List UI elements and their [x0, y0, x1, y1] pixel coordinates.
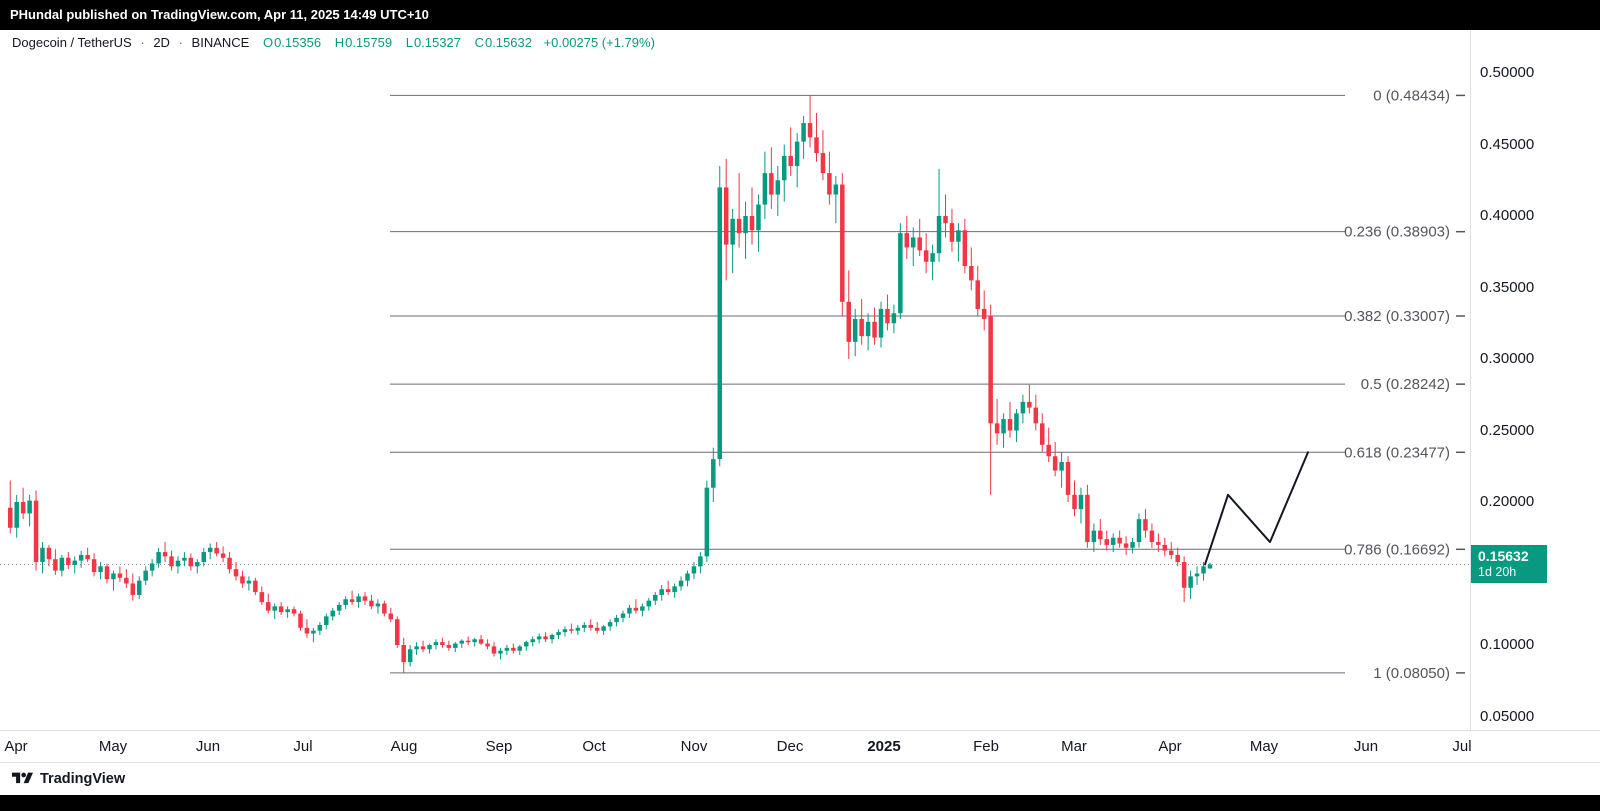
time-tick-label: Jun	[195, 738, 221, 755]
time-tick-label: May	[1249, 738, 1279, 755]
candles[interactable]	[8, 95, 1213, 673]
fib-level-label: 0.618 (0.23477)	[1344, 444, 1450, 461]
candlestick-chart[interactable]: 0 (0.48434) 0.236 (0.38903) 0.382 (0.33007…	[0, 30, 1470, 730]
publish-info-text: PHundal published on TradingView.com, Ap…	[10, 7, 429, 22]
interval-label[interactable]: 2D	[153, 35, 170, 50]
time-tick-label: Feb	[973, 738, 999, 755]
last-price-label: 0.15632 1d 20h	[1471, 545, 1547, 584]
time-tick-label: Jul	[1452, 738, 1472, 755]
time-tick-label: 2025	[867, 738, 901, 755]
legend-separator: ·	[178, 35, 183, 50]
time-tick-label: Apr	[1158, 738, 1182, 755]
time-tick-label: Apr	[4, 738, 28, 755]
price-tick-label: 0.20000	[1480, 493, 1535, 510]
tradingview-glyph-icon	[12, 772, 33, 784]
time-tick-label: Jul	[293, 738, 313, 755]
bottom-strip	[0, 795, 1600, 811]
fib-retracement[interactable]: 0 (0.48434) 0.236 (0.38903) 0.382 (0.33007…	[390, 87, 1465, 682]
time-tick-label: Aug	[390, 738, 418, 755]
time-tick-label: Dec	[776, 738, 804, 755]
footer-bar: TradingView	[0, 762, 1600, 795]
chart-pane[interactable]: 0 (0.48434) 0.236 (0.38903) 0.382 (0.33007…	[0, 30, 1470, 730]
price-tick-label: 0.40000	[1480, 207, 1535, 224]
time-tick-label: Mar	[1061, 738, 1087, 755]
time-tick-label: Jun	[1353, 738, 1379, 755]
fib-level-label: 0.236 (0.38903)	[1344, 224, 1450, 241]
price-tick-label: 0.10000	[1480, 636, 1535, 653]
ohlc-open: O0.15356	[262, 35, 322, 50]
last-price-value: 0.15632	[1478, 548, 1529, 565]
bar-countdown: 1d 20h	[1478, 565, 1517, 580]
symbol-legend[interactable]: Dogecoin / TetherUS · 2D · BINANCE O0.15…	[12, 35, 655, 50]
fib-level-label: 0.5 (0.28242)	[1361, 376, 1450, 393]
tradingview-logo[interactable]: TradingView	[12, 770, 125, 787]
projection-drawing[interactable]	[1204, 451, 1309, 566]
symbol-title[interactable]: Dogecoin / TetherUS	[12, 35, 132, 50]
price-tick-label: 0.45000	[1480, 135, 1535, 153]
time-axis[interactable]: Apr May Jun Jul Aug Sep Oct Nov Dec 2025 Feb Mar Apr…	[0, 730, 1600, 762]
fib-level-label: 0.382 (0.33007)	[1344, 308, 1450, 325]
publish-topbar: PHundal published on TradingView.com, Ap…	[0, 0, 1600, 30]
price-axis[interactable]: 0.15632 1d 20h 0.50000 0.45000 0.40000 0.35…	[1470, 30, 1600, 762]
price-tick-label: 0.30000	[1480, 350, 1535, 367]
price-change-label: +0.00275 (+1.79%)	[543, 35, 655, 50]
fib-level-label: 1 (0.08050)	[1373, 665, 1450, 682]
time-tick-label: May	[98, 738, 128, 755]
price-tick-label: 0.25000	[1480, 421, 1535, 439]
price-tick-label: 0.35000	[1480, 278, 1535, 296]
fib-level-label: 0.786 (0.16692)	[1344, 541, 1450, 558]
tradingview-brand-text: TradingView	[40, 770, 126, 787]
ohlc-high: H0.15759	[334, 35, 393, 50]
ohlc-close: C0.15632	[474, 35, 532, 50]
time-tick-label: Sep	[485, 738, 513, 755]
exchange-label[interactable]: BINANCE	[191, 35, 250, 50]
ohlc-low: L0.15327	[405, 35, 461, 50]
fib-level-label: 0 (0.48434)	[1373, 87, 1450, 104]
time-tick-label: Oct	[582, 738, 606, 755]
price-tick-label: 0.50000	[1480, 64, 1535, 81]
time-tick-label: Nov	[680, 738, 708, 755]
legend-separator: ·	[140, 35, 145, 50]
price-tick-label: 0.05000	[1480, 707, 1535, 725]
